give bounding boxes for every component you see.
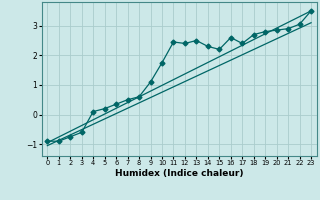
X-axis label: Humidex (Indice chaleur): Humidex (Indice chaleur) xyxy=(115,169,244,178)
